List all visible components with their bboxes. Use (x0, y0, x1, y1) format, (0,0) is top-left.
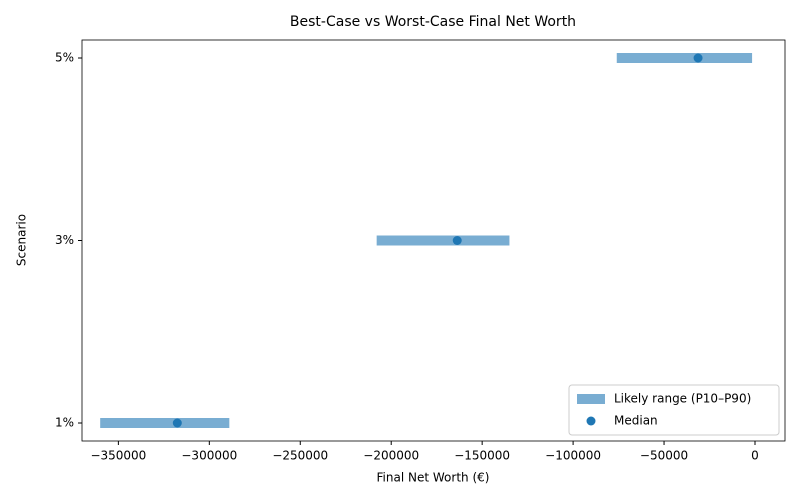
median-dot (693, 53, 703, 63)
x-tick-label: 0 (751, 449, 759, 463)
legend-box (568, 384, 780, 436)
x-tick-label: −100000 (545, 449, 601, 463)
x-tick-label: −250000 (272, 449, 328, 463)
x-tick-label: −150000 (454, 449, 510, 463)
legend-label: Likely range (P10–P90) (614, 392, 751, 406)
y-tick-label: 5% (55, 51, 74, 65)
y-tick-label: 3% (55, 233, 74, 247)
legend-swatch (586, 416, 596, 426)
x-axis-label: Final Net Worth (€) (377, 471, 490, 485)
y-tick-label: 1% (55, 416, 74, 430)
chart-title: Best-Case vs Worst-Case Final Net Worth (290, 14, 576, 30)
x-tick-label: −350000 (90, 449, 146, 463)
range-bar (100, 418, 230, 428)
y-axis-label: Scenario (15, 214, 29, 266)
median-dot (172, 418, 182, 428)
legend-swatch (577, 394, 605, 404)
legend-label: Median (614, 414, 658, 428)
x-tick-label: −50000 (640, 449, 688, 463)
median-dot (452, 236, 462, 245)
x-tick-label: −300000 (181, 449, 237, 463)
x-tick-label: −200000 (363, 449, 419, 463)
range-bar (376, 235, 510, 246)
range-bar (616, 53, 753, 63)
